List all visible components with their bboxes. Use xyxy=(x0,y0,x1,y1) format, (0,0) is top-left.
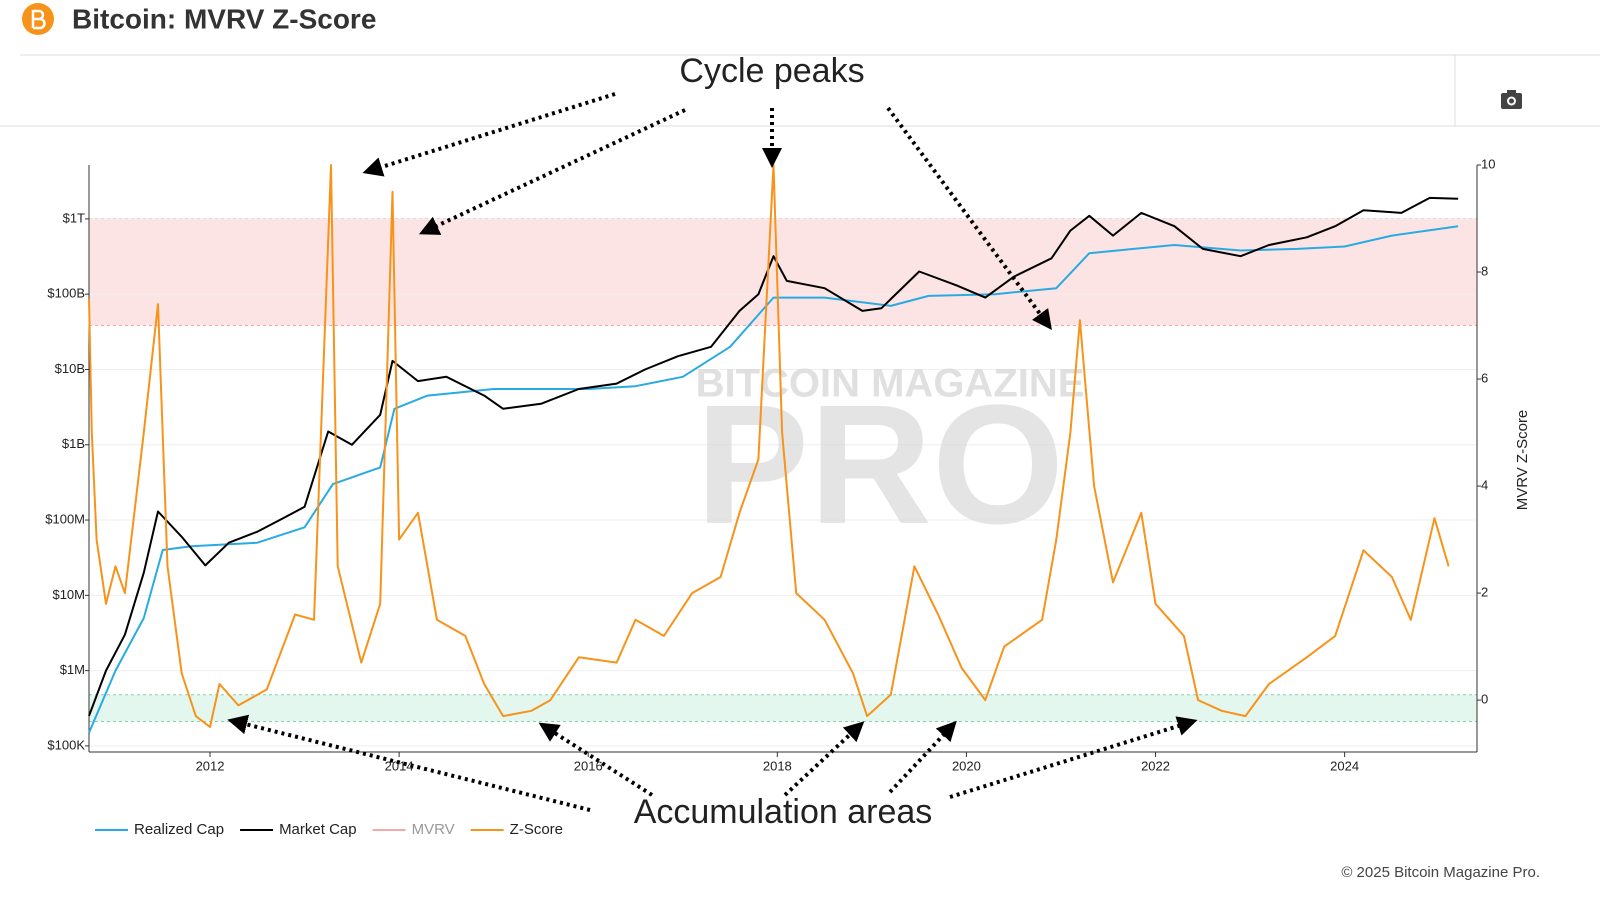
annotation-arrows xyxy=(227,92,1198,812)
bitcoin-glyph xyxy=(31,9,46,30)
y-tick-label: $100K xyxy=(47,737,85,752)
watermark: BITCOIN MAGAZINE xyxy=(696,362,1085,406)
x-tick-label: 2022 xyxy=(1141,758,1170,773)
copyright: © 2025 Bitcoin Magazine Pro. xyxy=(1341,864,1540,881)
y2-tick-label: 4 xyxy=(1481,477,1488,492)
series-line xyxy=(88,196,1459,717)
y-tick-label: $10M xyxy=(52,587,85,602)
annotation: Accumulation areas xyxy=(634,793,933,831)
series-line xyxy=(88,164,1450,728)
y-tick-label: $100B xyxy=(47,286,85,301)
y-tick-label: $1T xyxy=(63,210,85,225)
y2-tick-label: 10 xyxy=(1481,156,1495,171)
annotation: Cycle peaks xyxy=(679,52,864,90)
x-tick-label: 2016 xyxy=(574,758,603,773)
x-tick-label: 2020 xyxy=(952,758,981,773)
legend-label[interactable]: Z-Score xyxy=(510,821,563,838)
x-tick-label: 2018 xyxy=(763,758,792,773)
y2-axis-label: MVRV Z-Score xyxy=(1514,410,1531,511)
x-tick-label: 2024 xyxy=(1330,758,1359,773)
plot-area: $100K $1M $10M $100M $1B $10B $100B $1T 0 2 4 6 8 10 2… xyxy=(45,156,1531,773)
y-tick-label: $100M xyxy=(45,511,85,526)
y-tick-label: $1M xyxy=(60,662,85,677)
x-tick-label: 2012 xyxy=(196,758,225,773)
camera-button[interactable] xyxy=(1501,90,1522,109)
series-line xyxy=(88,225,1459,734)
legend-label[interactable]: MVRV xyxy=(412,821,455,838)
legend-label[interactable]: Realized Cap xyxy=(134,821,224,838)
y2-tick-label: 8 xyxy=(1481,263,1488,278)
page-title: Bitcoin: MVRV Z-Score xyxy=(72,3,376,34)
y2-tick-label: 0 xyxy=(1481,692,1488,707)
y2-tick-label: 6 xyxy=(1481,370,1488,385)
y-tick-label: $1B xyxy=(62,436,85,451)
y-tick-label: $10B xyxy=(55,361,85,376)
y2-tick-label: 2 xyxy=(1481,585,1488,600)
band xyxy=(89,694,1477,722)
watermark: PRO xyxy=(696,370,1064,560)
legend-label[interactable]: Market Cap xyxy=(279,821,357,838)
